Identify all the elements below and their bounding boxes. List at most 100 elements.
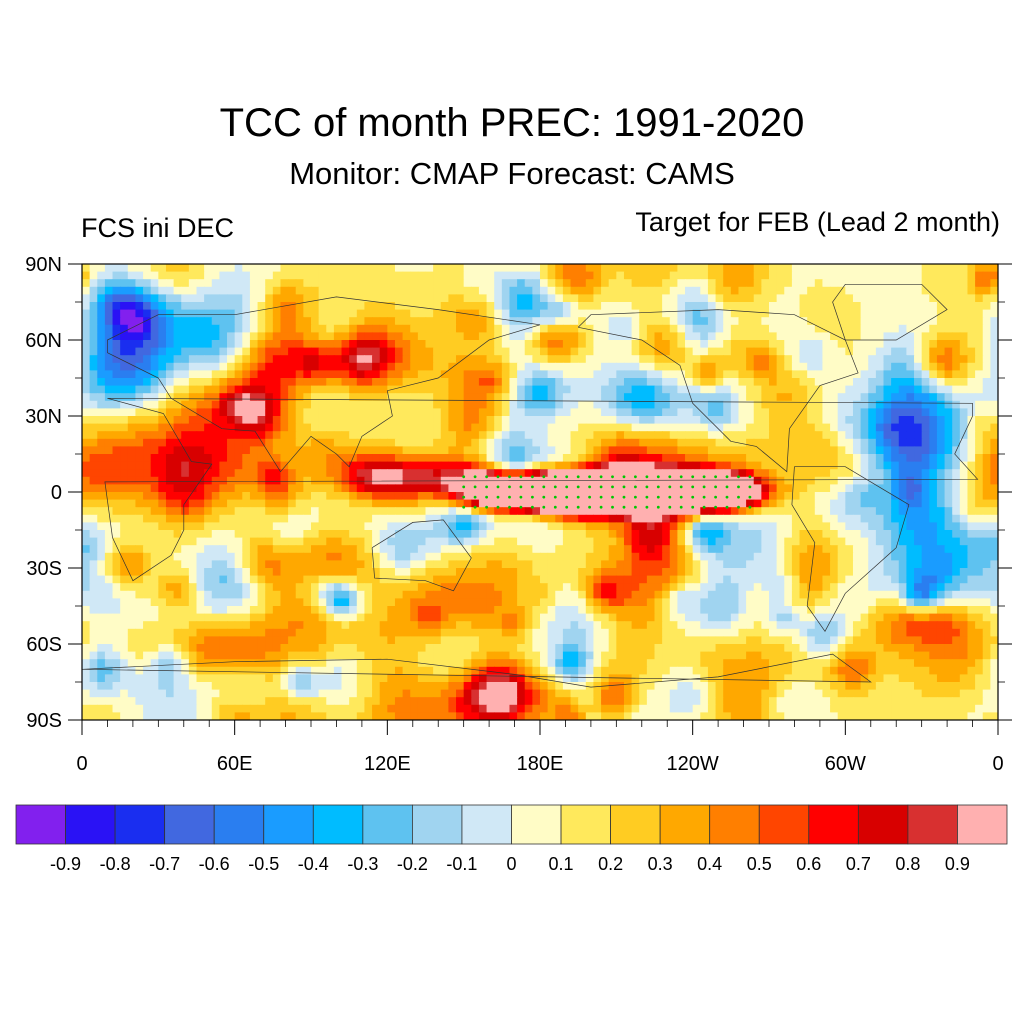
field-cell [776,378,785,387]
field-cell [165,438,175,447]
field-cell [486,507,495,516]
field-cell [372,423,381,432]
field-cell [982,317,991,326]
field-cell [753,522,762,531]
field-cell [807,438,816,447]
field-cell [204,271,213,280]
field-cell [715,484,724,493]
field-cell [272,537,282,546]
field-cell [524,370,533,379]
field-cell [440,332,449,341]
field-cell [104,317,114,326]
field-cell [623,552,633,561]
field-cell [311,332,320,341]
field-cell [364,340,373,349]
field-cell [112,264,121,273]
field-cell [158,560,167,569]
field-cell [89,476,98,485]
field-cell [143,507,152,516]
field-cell [639,416,648,425]
field-cell [387,294,396,303]
field-cell [356,340,366,349]
field-cell [272,302,282,311]
field-cell [311,575,320,584]
field-cell [868,385,877,394]
field-cell [234,378,243,387]
field-cell [944,438,953,447]
field-cell [486,317,495,326]
field-cell [593,416,602,425]
field-cell [89,446,98,455]
field-cell [410,264,419,273]
field-cell [494,454,503,463]
field-cell [349,340,358,349]
field-cell [784,400,793,409]
field-cell [524,522,533,531]
field-cell [570,317,579,326]
field-cell [165,522,175,531]
field-cell [906,499,915,508]
field-cell [463,324,472,333]
field-cell [303,431,312,440]
field-cell [486,332,495,341]
field-cell [540,537,549,546]
field-cell [509,499,518,508]
field-cell [448,408,457,417]
field-cell [707,507,717,516]
field-cell [280,400,289,409]
field-cell [104,454,114,463]
field-cell [486,537,495,546]
field-cell [631,302,640,311]
field-cell [769,370,778,379]
field-cell [410,340,419,349]
field-cell [639,568,648,577]
field-cell [814,416,824,425]
field-cell [791,438,801,447]
field-cell [394,317,404,326]
field-cell [227,378,236,387]
field-cell [372,340,381,349]
field-cell [433,408,442,417]
field-cell [211,552,220,561]
field-cell [975,279,984,288]
field-cell [249,454,259,463]
field-cell [379,347,388,356]
field-cell [478,568,488,577]
field-cell [501,499,511,508]
field-cell [822,340,831,349]
field-cell [227,423,236,432]
field-cell [769,499,778,508]
field-cell [593,575,602,584]
field-cell [952,324,961,333]
field-cell [311,400,320,409]
field-cell [601,446,610,455]
field-cell [402,400,411,409]
field-cell [509,431,518,440]
field-cell [677,499,686,508]
field-cell [402,302,411,311]
field-cell [662,507,671,516]
field-cell [196,454,205,463]
field-cell [746,484,755,493]
field-cell [837,332,846,341]
field-cell [822,294,831,303]
field-cell [410,492,419,501]
field-cell [104,393,114,402]
field-cell [227,362,236,371]
field-cell [791,264,801,273]
field-cell [975,416,984,425]
field-cell [555,416,564,425]
field-cell [593,317,602,326]
field-cell [975,545,984,554]
field-cell [417,431,427,440]
field-cell [433,332,442,341]
field-cell [898,286,907,295]
field-cell [249,385,259,394]
field-cell [249,324,259,333]
field-cell [616,454,625,463]
field-cell [150,545,159,554]
field-cell [753,416,762,425]
field-cell [356,537,366,546]
field-cell [524,378,533,387]
field-cell [135,469,144,478]
